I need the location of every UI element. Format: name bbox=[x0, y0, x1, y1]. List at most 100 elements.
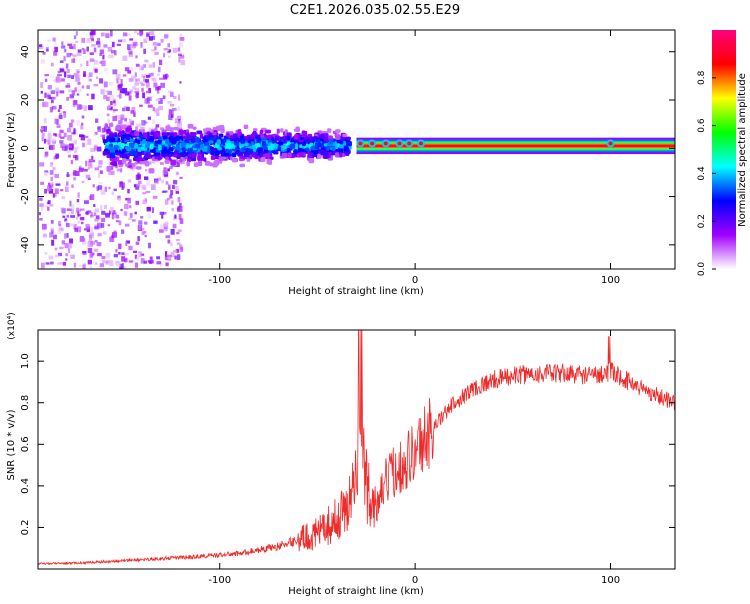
spectrogram-cell bbox=[134, 90, 138, 94]
spectrogram-cell bbox=[49, 170, 54, 175]
spectrogram-cell bbox=[39, 44, 43, 47]
spectrogram-blob-core bbox=[383, 141, 388, 146]
spectrogram-cell bbox=[63, 113, 67, 118]
spectrogram-cell bbox=[143, 38, 148, 44]
spectrogram-cell bbox=[151, 207, 154, 214]
snr-y-tick-label: 0.4 bbox=[20, 478, 31, 494]
spectrogram-cell bbox=[140, 42, 143, 48]
spectrogram-cell bbox=[64, 48, 67, 53]
spectrogram-cell bbox=[131, 162, 136, 168]
spectrogram-cell bbox=[277, 146, 282, 151]
spectrogram-cell bbox=[122, 74, 127, 77]
spectrogram-cell bbox=[93, 47, 97, 53]
spectrogram-cell bbox=[107, 118, 110, 123]
spectrogram-cell bbox=[125, 136, 131, 141]
spectrogram-cell bbox=[312, 136, 319, 141]
spectrogram-cell bbox=[87, 210, 92, 213]
spectrogram-cell bbox=[106, 96, 110, 102]
spectrogram-cell bbox=[122, 39, 126, 43]
spectrogram-cell bbox=[310, 146, 316, 151]
spectrogram-cell bbox=[82, 263, 86, 269]
spectrogram-cell bbox=[165, 262, 169, 267]
spectrogram-cell bbox=[115, 220, 120, 223]
spectrogram-cell bbox=[91, 155, 94, 160]
figure-title: C2E1.2026.035.02.55.E29 bbox=[290, 3, 460, 18]
spectrogram-cell bbox=[60, 143, 65, 149]
spectrogram-cell bbox=[86, 60, 89, 66]
spectrogram-cell bbox=[138, 224, 142, 231]
spectrogram-cell bbox=[127, 161, 132, 166]
spectrogram-cell bbox=[104, 68, 108, 71]
spectrogram-cell bbox=[83, 49, 86, 55]
spectrogram-cell bbox=[172, 250, 178, 253]
spectrogram-cell bbox=[167, 101, 172, 104]
colorbar-label: Normalized spectral amplitude bbox=[737, 73, 748, 227]
spectrogram-cell bbox=[73, 224, 77, 230]
spectrogram-cell bbox=[117, 84, 123, 90]
spectrogram-cell bbox=[95, 118, 99, 123]
spectrogram-cell bbox=[93, 83, 99, 87]
spectrogram-cell bbox=[176, 121, 182, 127]
spectrogram-cell bbox=[103, 81, 108, 88]
spectrogram-cell bbox=[66, 96, 70, 101]
spectrogram-cell bbox=[81, 37, 86, 43]
spectrogram-cell bbox=[136, 256, 140, 261]
spectrogram-cell bbox=[146, 74, 150, 78]
colorbar-scale bbox=[712, 30, 736, 269]
spectrogram-cell bbox=[168, 135, 173, 141]
spectrogram-cell bbox=[66, 172, 69, 177]
spectrogram-cell bbox=[77, 210, 80, 217]
spectrogram-cell bbox=[133, 184, 137, 188]
spectrogram-cell bbox=[76, 216, 79, 220]
spectrogram-cell bbox=[53, 51, 58, 56]
spectrogram-cell bbox=[119, 181, 124, 188]
spectrogram-cell bbox=[78, 264, 82, 268]
spectrogram-cell bbox=[110, 50, 115, 54]
spectrogram-cell bbox=[109, 82, 113, 86]
snr-x-tick-label: -100 bbox=[208, 575, 231, 586]
spectrogram-cell bbox=[92, 252, 95, 256]
spectrogram-cell bbox=[85, 160, 88, 167]
spectrogram-cell bbox=[172, 223, 177, 229]
snr-y-tick-label: 1.0 bbox=[20, 353, 31, 369]
spectrogram-cell bbox=[128, 245, 133, 251]
spectrogram-cell bbox=[139, 104, 143, 107]
spectrogram-cell bbox=[44, 139, 50, 143]
spectrogram-cell bbox=[134, 72, 137, 78]
spectrogram-cell bbox=[100, 32, 106, 37]
spectrogram-cell bbox=[274, 136, 280, 141]
spectrogram-cell bbox=[145, 179, 151, 186]
spectrogram-cell bbox=[160, 82, 166, 88]
colorbar-tick-label: 0.2 bbox=[697, 214, 707, 228]
spectrogram-cell bbox=[47, 85, 52, 90]
spectrogram-cell bbox=[99, 61, 102, 64]
spectrogram-cell bbox=[146, 97, 150, 104]
spectrogram-cell bbox=[64, 218, 68, 222]
spectrogram-cell bbox=[196, 130, 203, 135]
spectrogram-cell bbox=[73, 128, 76, 134]
spectrogram-cell bbox=[100, 204, 103, 211]
spectrogram-cell bbox=[151, 35, 156, 40]
spectrogram-cell bbox=[111, 41, 115, 48]
spectrogram-cell bbox=[134, 262, 139, 268]
spectrogram-cell bbox=[49, 184, 54, 188]
spectrogram-cell bbox=[128, 217, 133, 220]
spectrogram-cell bbox=[148, 168, 155, 174]
spectrogram-cell bbox=[55, 87, 60, 94]
spectrogram-cell bbox=[146, 206, 151, 210]
spectrogram-cell bbox=[47, 39, 52, 42]
spectrogram-cell bbox=[93, 212, 97, 217]
spectrogram-cell bbox=[121, 252, 125, 255]
spectrogram-cell bbox=[282, 145, 288, 149]
spectrogram-cell bbox=[122, 265, 127, 269]
spectrogram-cell bbox=[97, 253, 102, 257]
spectrogram-cell bbox=[165, 125, 171, 132]
spectrogram-cell bbox=[175, 159, 179, 164]
spectrogram-cell bbox=[167, 168, 170, 172]
spectrogram-cell bbox=[144, 198, 147, 202]
spectrogram-cell bbox=[147, 214, 151, 219]
spectrogram-cell bbox=[135, 126, 139, 131]
spectrogram-cell bbox=[138, 253, 142, 257]
spectrogram-cell bbox=[139, 30, 144, 35]
spectrogram-cell bbox=[89, 52, 94, 55]
